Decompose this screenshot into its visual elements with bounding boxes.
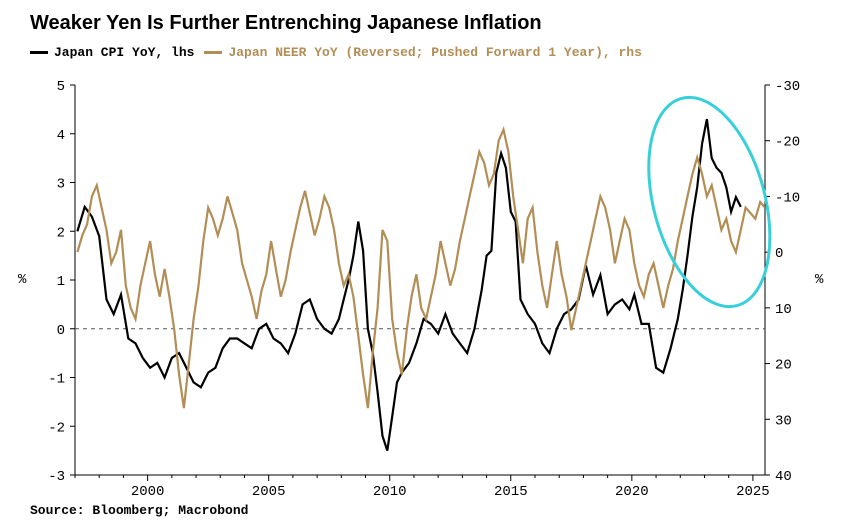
y-left-tick-label: 1 — [57, 274, 65, 290]
y-right-tick-label: -30 — [775, 79, 800, 95]
chart-container: { "chart": { "type": "line", "title": "W… — [0, 0, 848, 527]
y-axis-right-label: % — [815, 272, 823, 288]
series-line — [77, 119, 740, 451]
plot-area: -3-2-1012345-30-20-100102030402000200520… — [0, 0, 848, 527]
x-tick-label: 2010 — [373, 484, 407, 500]
y-right-tick-label: -20 — [775, 135, 800, 151]
y-right-tick-label: 20 — [775, 358, 792, 374]
y-left-tick-label: 2 — [57, 225, 65, 241]
y-left-tick-label: 5 — [57, 79, 65, 95]
x-tick-label: 2020 — [615, 484, 649, 500]
y-right-tick-label: 40 — [775, 469, 792, 485]
y-left-tick-label: 4 — [57, 128, 65, 144]
y-right-tick-label: 30 — [775, 413, 792, 429]
series-line — [77, 130, 765, 409]
x-tick-label: 2000 — [131, 484, 165, 500]
highlight-ellipse — [628, 84, 791, 320]
y-left-tick-label: 0 — [57, 323, 65, 339]
y-axis-left-label: % — [18, 272, 26, 288]
x-tick-label: 2015 — [494, 484, 528, 500]
y-right-tick-label: -10 — [775, 190, 800, 206]
y-left-tick-label: -1 — [48, 372, 65, 388]
y-left-tick-label: -3 — [48, 469, 65, 485]
y-right-tick-label: 0 — [775, 246, 783, 262]
y-left-tick-label: 3 — [57, 177, 65, 193]
source-text: Source: Bloomberg; Macrobond — [30, 503, 248, 518]
x-tick-label: 2025 — [736, 484, 770, 500]
x-tick-label: 2005 — [252, 484, 286, 500]
y-right-tick-label: 10 — [775, 302, 792, 318]
y-left-tick-label: -2 — [48, 420, 65, 436]
